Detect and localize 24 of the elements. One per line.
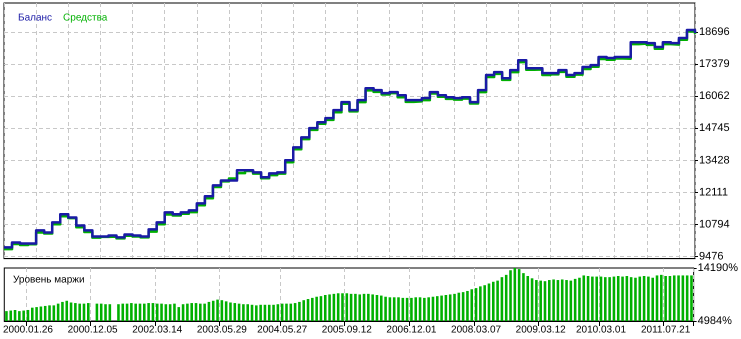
y-tick-label: 13428 bbox=[699, 154, 730, 166]
text: Уровень маржи bbox=[13, 274, 85, 286]
x-tick-label: 2010.03.01 bbox=[576, 324, 626, 336]
text: Баланс bbox=[18, 12, 52, 24]
y-tick-label: 16062 bbox=[699, 90, 730, 102]
y-tick-label: 17379 bbox=[699, 58, 730, 70]
y-tick-label: 14190% bbox=[698, 262, 738, 274]
x-tick-label: 2004.05.27 bbox=[257, 324, 308, 336]
x-tick-label: 2003.05.29 bbox=[196, 324, 248, 336]
y-tick-label: 14745 bbox=[699, 122, 730, 134]
y-tick-label: 9476 bbox=[699, 250, 724, 262]
x-tick-label: 2005.09.12 bbox=[322, 324, 372, 336]
y-tick-label: 4984% bbox=[698, 315, 732, 327]
x-tick-label: 2002.03.14 bbox=[132, 324, 183, 336]
y-tick-label: 12111 bbox=[699, 186, 728, 198]
x-tick-label: 2000.12.05 bbox=[68, 324, 118, 336]
x-tick-label: 2006.12.01 bbox=[386, 324, 437, 336]
x-tick-label: 2011.07.21 bbox=[640, 324, 691, 336]
x-tick-label: 2000.01.26 bbox=[2, 324, 54, 336]
x-tick-label: 2008.03.07 bbox=[451, 324, 502, 336]
x-tick-label: 2009.03.12 bbox=[516, 324, 566, 336]
y-tick-label: 18696 bbox=[699, 26, 730, 38]
text: Средства bbox=[63, 12, 108, 24]
y-tick-label: 10794 bbox=[699, 218, 730, 230]
